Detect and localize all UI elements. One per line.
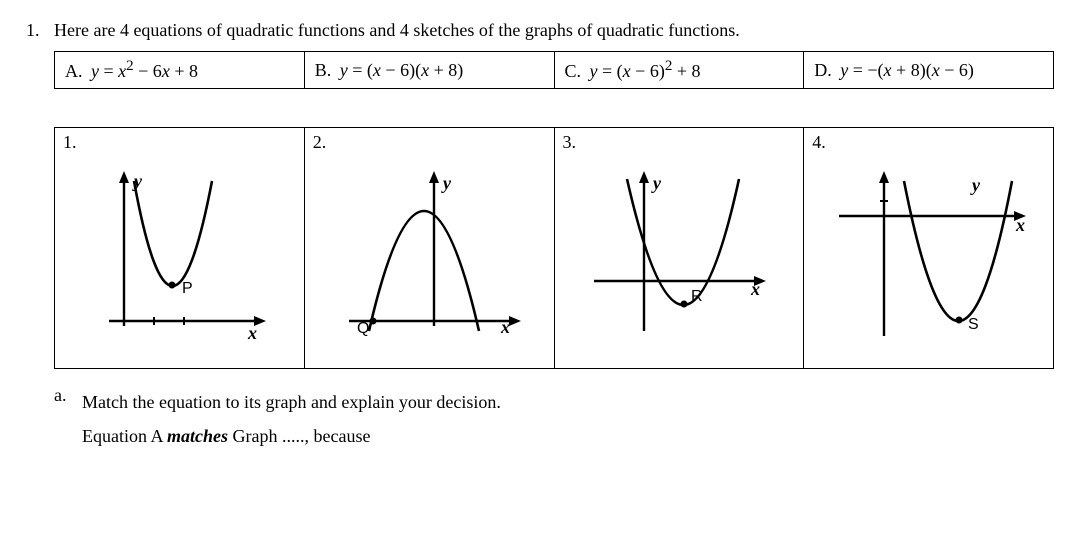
axis-x-4: x bbox=[1015, 215, 1025, 235]
graph-cell-4: 4. S bbox=[804, 128, 1054, 369]
subpart-line2-post: Graph ....., because bbox=[228, 426, 370, 446]
point-label-r: R bbox=[691, 288, 703, 305]
equation-cell-a: A. y = x2 − 6x + 8 bbox=[55, 52, 305, 89]
point-label-q: Q bbox=[357, 320, 369, 337]
axis-x-3: x bbox=[750, 279, 760, 299]
axis-y-3: y bbox=[651, 173, 662, 193]
equation-cell-b: B. y = (x − 6)(x + 8) bbox=[304, 52, 554, 89]
equation-label-d: D. bbox=[814, 60, 832, 81]
graph-cell-3: 3. R y x bbox=[554, 128, 804, 369]
equation-label-c: C. bbox=[565, 61, 582, 82]
equation-text-a: y = x2 − 6x + 8 bbox=[91, 61, 198, 81]
axis-y-2: y bbox=[441, 173, 452, 193]
axis-x-2: x bbox=[500, 317, 510, 337]
point-label-s: S bbox=[968, 316, 979, 333]
subpart-line1: Match the equation to its graph and expl… bbox=[82, 385, 1054, 419]
question-number: 1. bbox=[26, 20, 54, 41]
subpart-label: a. bbox=[54, 385, 82, 406]
subpart-line2: Equation A matches Graph ....., because bbox=[82, 419, 1054, 453]
graphs-table: 1. bbox=[54, 127, 1054, 369]
graph-sketch-4: S y x bbox=[824, 161, 1034, 351]
graph-number-2: 2. bbox=[313, 132, 327, 153]
subpart-line2-pre: Equation A bbox=[82, 426, 167, 446]
subpart-matches-word: matches bbox=[167, 426, 228, 446]
equation-label-a: A. bbox=[65, 61, 83, 82]
equation-text-b: y = (x − 6)(x + 8) bbox=[340, 60, 463, 80]
point-label-p: P bbox=[182, 280, 193, 297]
equation-text-d: y = −(x + 8)(x − 6) bbox=[840, 60, 974, 80]
graph-cell-2: 2. Q bbox=[304, 128, 554, 369]
graph-number-4: 4. bbox=[812, 132, 826, 153]
equation-text-c: y = (x − 6)2 + 8 bbox=[590, 61, 701, 81]
graph-sketch-3: R y x bbox=[579, 161, 779, 351]
equation-cell-d: D. y = −(x + 8)(x − 6) bbox=[804, 52, 1054, 89]
graph-cell-1: 1. bbox=[55, 128, 305, 369]
graph-sketch-2: Q y x bbox=[329, 161, 529, 351]
graph-number-1: 1. bbox=[63, 132, 77, 153]
equation-label-b: B. bbox=[315, 60, 332, 81]
axis-x-1: x bbox=[247, 323, 257, 343]
intro-text: Here are 4 equations of quadratic functi… bbox=[54, 20, 1054, 41]
axis-y-4: y bbox=[970, 175, 981, 195]
equations-table: A. y = x2 − 6x + 8 B. y = (x − 6)(x + 8)… bbox=[54, 51, 1054, 89]
graph-number-3: 3. bbox=[563, 132, 577, 153]
graph-sketch-1: P y x bbox=[84, 161, 274, 351]
equation-cell-c: C. y = (x − 6)2 + 8 bbox=[554, 52, 804, 89]
axis-y-1: y bbox=[132, 171, 143, 191]
